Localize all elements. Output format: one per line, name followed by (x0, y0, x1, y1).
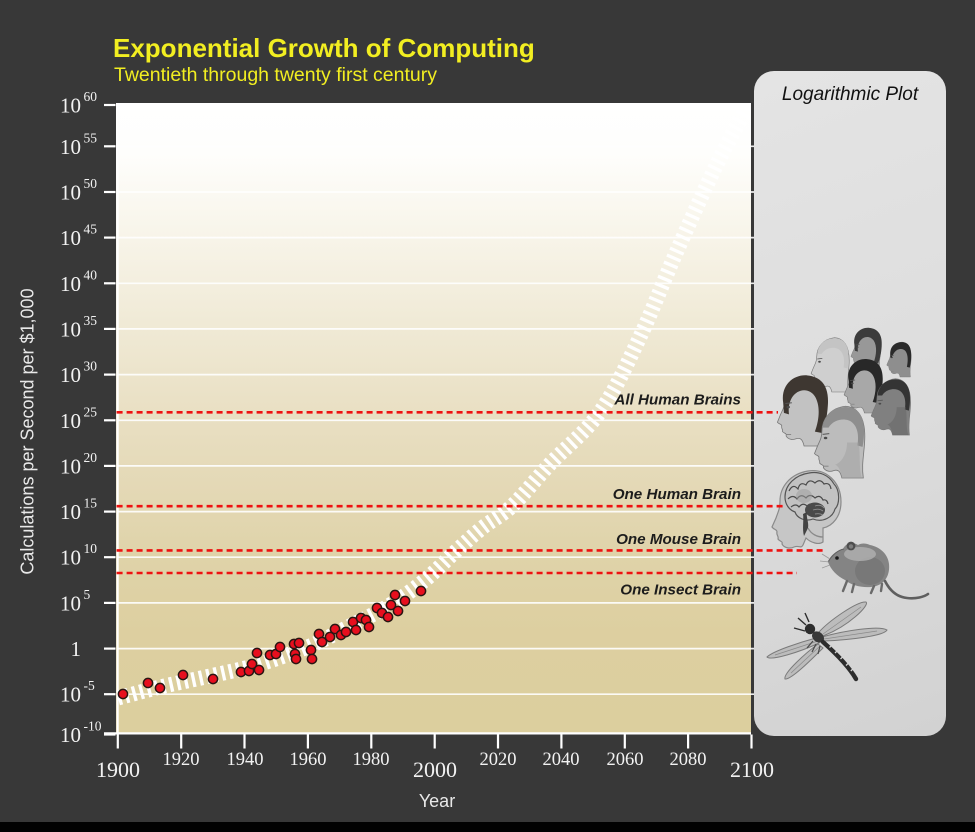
svg-text:10: 10 (60, 591, 81, 615)
svg-text:2080: 2080 (670, 750, 707, 770)
svg-text:All Human Brains: All Human Brains (613, 392, 741, 409)
svg-text:10: 10 (60, 546, 81, 570)
svg-text:1: 1 (71, 637, 82, 661)
svg-text:1900: 1900 (96, 757, 140, 782)
svg-text:10: 10 (60, 683, 81, 707)
svg-text:10: 10 (60, 363, 81, 387)
svg-text:60: 60 (84, 89, 98, 104)
svg-text:25: 25 (84, 404, 98, 419)
svg-text:One Insect Brain: One Insect Brain (620, 582, 741, 599)
svg-text:10: 10 (84, 541, 98, 556)
svg-text:45: 45 (84, 222, 98, 237)
svg-text:1960: 1960 (290, 750, 327, 770)
svg-text:10: 10 (60, 181, 81, 205)
svg-text:10: 10 (60, 94, 81, 118)
svg-text:40: 40 (84, 267, 98, 282)
svg-text:55: 55 (84, 130, 98, 145)
svg-text:10: 10 (60, 723, 81, 747)
svg-text:2000: 2000 (413, 757, 457, 782)
svg-text:10: 10 (60, 135, 81, 159)
svg-text:One Mouse Brain: One Mouse Brain (616, 531, 741, 548)
svg-text:15: 15 (84, 496, 98, 511)
svg-text:10: 10 (60, 317, 81, 341)
svg-text:10: 10 (60, 409, 81, 433)
svg-text:30: 30 (84, 359, 98, 374)
svg-text:35: 35 (84, 313, 98, 328)
svg-text:One Human Brain: One Human Brain (613, 486, 741, 503)
svg-text:1940: 1940 (227, 750, 264, 770)
svg-text:2040: 2040 (543, 750, 580, 770)
svg-text:10: 10 (60, 226, 81, 250)
svg-text:50: 50 (84, 176, 98, 191)
svg-text:10: 10 (60, 272, 81, 296)
svg-text:2060: 2060 (607, 750, 644, 770)
svg-text:5: 5 (84, 587, 91, 602)
svg-text:1920: 1920 (163, 750, 200, 770)
svg-text:2020: 2020 (480, 750, 517, 770)
svg-text:-10: -10 (84, 719, 102, 734)
svg-text:2100: 2100 (730, 757, 774, 782)
svg-text:20: 20 (84, 450, 98, 465)
svg-text:10: 10 (60, 500, 81, 524)
svg-text:-5: -5 (84, 678, 95, 693)
svg-text:1980: 1980 (353, 750, 390, 770)
svg-text:10: 10 (60, 454, 81, 478)
